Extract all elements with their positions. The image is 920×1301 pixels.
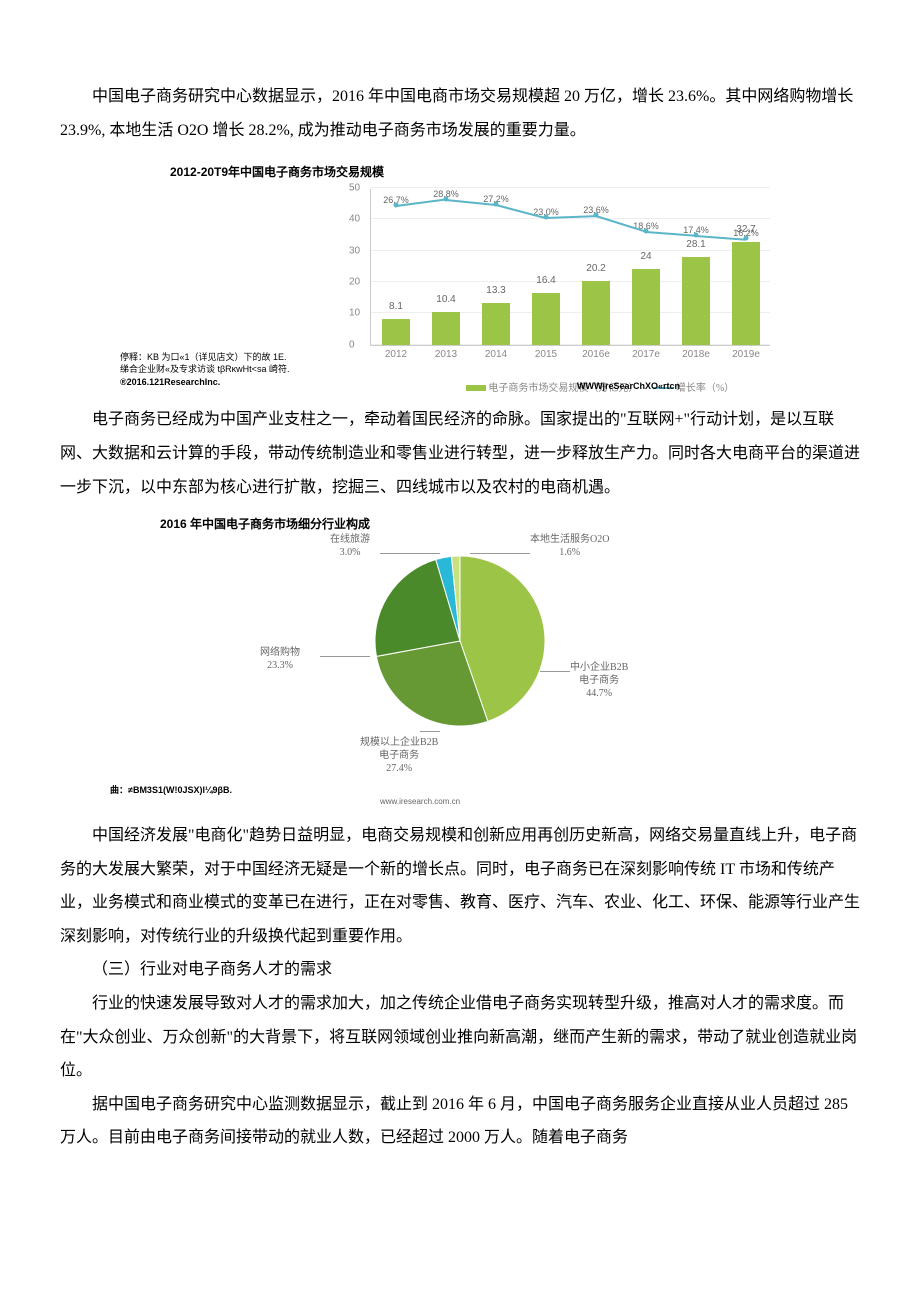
pie-label: 在线旅游3.0% xyxy=(330,533,370,559)
bar-chart: 010203040508.1201226.7%10.4201328.8%13.3… xyxy=(340,189,770,374)
legend-line-label: 增长率（%） xyxy=(676,383,734,394)
bar-2014 xyxy=(482,303,510,345)
paragraph-4: 行业的快速发展导致对人才的需求加大，加之传统企业借电子商务实现转型升级，推高对人… xyxy=(60,987,860,1088)
bar-2015 xyxy=(532,293,560,344)
pie-label: 网络购物23.3% xyxy=(260,646,300,672)
bar-2016e xyxy=(582,281,610,344)
pie-chart-container: 2016 年中国电子商务市场细分行业构成 在线旅游3.0%本地生活服务O2O1.… xyxy=(60,512,860,811)
bar-2018e xyxy=(682,257,710,345)
bar-2017e xyxy=(632,269,660,344)
pie-label: 规模以上企业B2B电子商务27.4% xyxy=(360,736,438,775)
bar-2012 xyxy=(382,319,410,344)
pie-label: 中小企业B2B电子商务44.7% xyxy=(570,661,628,700)
pie-label: 本地生活服务O2O1.6% xyxy=(530,533,609,559)
paragraph-2: 电子商务已经成为中国产业支柱之一，牵动着国民经济的命脉。国家提出的"互联网+"行… xyxy=(60,403,860,504)
pie-chart-title: 2016 年中国电子商务市场细分行业构成 xyxy=(160,512,860,537)
pie-svg xyxy=(360,541,560,741)
paragraph-3: 中国经济发展"电商化"趋势日益明显，电商交易规模和创新应用再创历史新高，网络交易… xyxy=(60,819,860,953)
pie-chart: 在线旅游3.0%本地生活服务O2O1.6%中小企业B2B电子商务44.7%规模以… xyxy=(60,541,860,781)
bar-2019e xyxy=(732,242,760,345)
legend-bar-chip xyxy=(466,385,486,391)
paragraph-5: 据中国电子商务研究中心监测数据显示，截止到 2016 年 6 月，中国电子商务服… xyxy=(60,1088,860,1155)
pie-source: www.iresearch.com.cn xyxy=(380,794,860,811)
paragraph-1: 中国电子商务研究中心数据显示，2016 年中国电商市场交易规模超 20 万亿，增… xyxy=(60,80,860,147)
bar-chart-container: 2012-20T9年中国电子商务市场交易规模 010203040508.1201… xyxy=(60,155,860,395)
section-3-heading: （三）行业对电子商务人才的需求 xyxy=(60,953,860,987)
bar-2013 xyxy=(432,312,460,345)
